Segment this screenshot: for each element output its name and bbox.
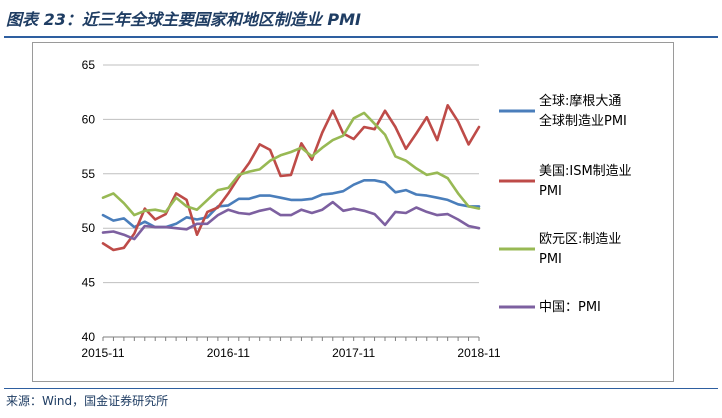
y-tick-label: 60 xyxy=(82,112,96,126)
series-line-0 xyxy=(101,179,481,229)
y-tick-label: 45 xyxy=(82,276,96,290)
pmi-line-chart: 40 45 50 55 60 65 2015-11 2016-11 2017-11 2018-11… xyxy=(81,58,632,360)
legend-label-2-1: PMI xyxy=(539,252,562,267)
x-tick-label: 2015-11 xyxy=(81,346,124,360)
series-line-2 xyxy=(101,111,481,217)
y-tick-label: 40 xyxy=(82,330,96,344)
chart-frame: 40 45 50 55 60 65 2015-11 2016-11 2017-11 2018-11… xyxy=(32,42,674,382)
legend-label-3-0: 中国：PMI xyxy=(539,300,601,315)
y-tick-label: 50 xyxy=(82,221,96,235)
series-lines xyxy=(101,103,481,252)
series-line-1 xyxy=(101,103,481,252)
legend-label-0-1: 全球制造业PMI xyxy=(539,113,627,129)
source-divider xyxy=(4,388,718,389)
legend-label-1-0: 美国:ISM制造业 xyxy=(539,164,632,179)
x-tick-label: 2017-11 xyxy=(332,346,375,360)
y-tick-label: 55 xyxy=(82,167,96,181)
x-tick-label: 2018-11 xyxy=(457,346,500,360)
y-tick-label: 65 xyxy=(82,58,96,72)
legend-label-2-0: 欧元区:制造业 xyxy=(539,232,621,247)
x-tick-label: 2016-11 xyxy=(207,346,250,360)
legend-label-1-1: PMI xyxy=(539,184,562,199)
series-line-3 xyxy=(101,200,481,241)
axes: 40 45 50 55 60 65 2015-11 2016-11 2017-11 2018-11 xyxy=(81,58,500,360)
source-note: 来源：Wind，国金证券研究所 xyxy=(6,394,169,408)
figure-title: 图表 23：近三年全球主要国家和地区制造业 PMI xyxy=(6,10,362,29)
legend-label-0-0: 全球:摩根大通 xyxy=(539,93,621,109)
title-divider xyxy=(4,36,718,38)
